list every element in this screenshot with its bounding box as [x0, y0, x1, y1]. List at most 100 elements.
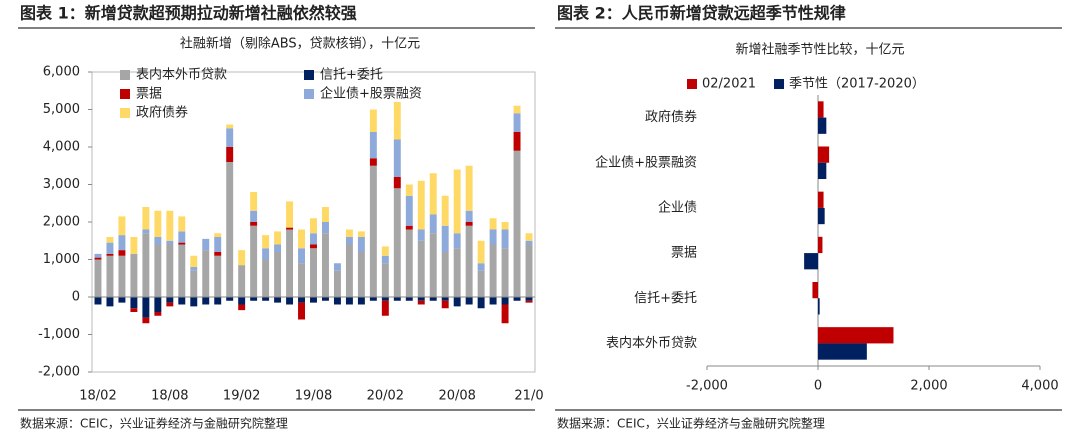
- bar-segment: [441, 225, 449, 252]
- bar-segment: [441, 195, 449, 226]
- bar-segment: [513, 150, 521, 297]
- y-tick-label: 6,000: [43, 65, 80, 80]
- bar-segment: [477, 240, 485, 264]
- legend-swatch: [120, 89, 130, 99]
- bar-segment: [441, 297, 449, 301]
- bar-segment: [393, 102, 401, 140]
- chart-title: 图表 2：人民币新增贷款远超季节性规律: [557, 4, 846, 23]
- bar: [818, 191, 824, 208]
- bar-segment: [417, 297, 425, 301]
- bar-segment: [381, 300, 389, 316]
- bar-segment: [226, 147, 234, 162]
- bar-segment: [154, 237, 162, 245]
- x-tick-label: 20/08: [438, 389, 475, 404]
- bar-segment: [333, 263, 341, 271]
- bar-segment: [310, 244, 317, 249]
- bar-segment: [369, 132, 377, 159]
- bar-segment: [262, 297, 270, 301]
- chart-subtitle: 社融新增（剔除ABS，贷款核销），十亿元: [180, 36, 420, 52]
- bar-segment: [274, 244, 282, 252]
- bar-segment: [166, 297, 174, 303]
- y-tick-label: 4,000: [43, 140, 80, 155]
- bar-segment: [178, 244, 186, 297]
- bar-segment: [322, 233, 329, 297]
- bar-segment: [525, 297, 533, 301]
- bar: [818, 236, 823, 254]
- bar-segment: [298, 229, 305, 249]
- bar-segment: [417, 229, 425, 241]
- bar-segment: [453, 233, 461, 249]
- bar-segment: [501, 222, 509, 230]
- x-tick-label: 19/02: [223, 389, 260, 404]
- bar-segment: [286, 201, 294, 228]
- legend-label: 政府债券: [136, 105, 188, 121]
- bar-segment: [345, 244, 353, 297]
- bar-segment: [94, 259, 102, 297]
- bar-segment: [190, 267, 198, 271]
- bar-segment: [178, 242, 186, 245]
- bar-segment: [142, 233, 150, 297]
- bar: [818, 343, 867, 360]
- bar-segment: [202, 250, 210, 297]
- bar-segment: [513, 105, 521, 114]
- bar-segment: [477, 297, 485, 309]
- y-tick-label: 政府债券: [645, 109, 697, 125]
- bar-segment: [310, 297, 317, 303]
- bar-segment: [286, 229, 294, 297]
- bar-segment: [381, 297, 389, 301]
- bar-segment: [405, 225, 413, 230]
- bar-segment: [226, 162, 234, 297]
- bar-segment: [453, 297, 461, 307]
- bar-segment: [465, 222, 473, 226]
- bar-segment: [166, 244, 174, 297]
- legend-label: 企业债+股票融资: [320, 86, 422, 102]
- bar-segment: [142, 297, 150, 318]
- bar-segment: [226, 297, 234, 301]
- bar: [818, 146, 830, 163]
- bar-segment: [405, 195, 413, 226]
- bar-segment: [310, 218, 317, 234]
- x-tick-label: 19/08: [295, 389, 332, 404]
- bar-segment: [501, 297, 509, 305]
- bar-segment: [106, 255, 114, 297]
- bar-segment: [94, 253, 102, 258]
- bar-segment: [333, 270, 341, 297]
- legend-label: 信托+委托: [320, 68, 383, 83]
- bar-segment: [214, 233, 222, 237]
- x-tick-label: 0: [814, 379, 822, 394]
- bar-segment: [274, 252, 282, 297]
- bar-segment: [106, 242, 114, 254]
- bar-segment: [142, 317, 150, 324]
- bar-segment: [106, 253, 114, 256]
- legend-label: 表内本外币贷款: [136, 67, 227, 83]
- bar-segment: [465, 297, 473, 305]
- bar-segment: [501, 304, 509, 324]
- bar-segment: [345, 297, 353, 305]
- bar-segment: [214, 255, 222, 297]
- bar-segment: [226, 128, 234, 147]
- legend-swatch: [120, 108, 130, 118]
- bar-segment: [381, 246, 389, 256]
- legend-label: 季节性（2017-2020）: [789, 77, 925, 92]
- x-tick-label: 18/02: [79, 389, 116, 404]
- bar-segment: [202, 238, 210, 251]
- bar-segment: [250, 210, 258, 222]
- bar-segment: [345, 237, 353, 245]
- y-tick-label: 2,000: [43, 215, 80, 230]
- bar-segment: [130, 253, 138, 297]
- legend-swatch: [120, 70, 130, 80]
- legend-label: 票据: [136, 87, 162, 102]
- bar-segment: [489, 244, 497, 297]
- bar-segment: [130, 308, 138, 312]
- bar-segment: [465, 165, 473, 211]
- bar-segment: [250, 192, 258, 211]
- bar-segment: [477, 270, 485, 297]
- bar-segment: [453, 169, 461, 234]
- bar-segment: [190, 255, 198, 267]
- y-tick-label: -2,000: [38, 365, 80, 380]
- bar-segment: [405, 184, 413, 196]
- bar-segment: [357, 252, 365, 297]
- bar-segment: [178, 231, 186, 243]
- x-tick-label: 21/0: [514, 389, 543, 404]
